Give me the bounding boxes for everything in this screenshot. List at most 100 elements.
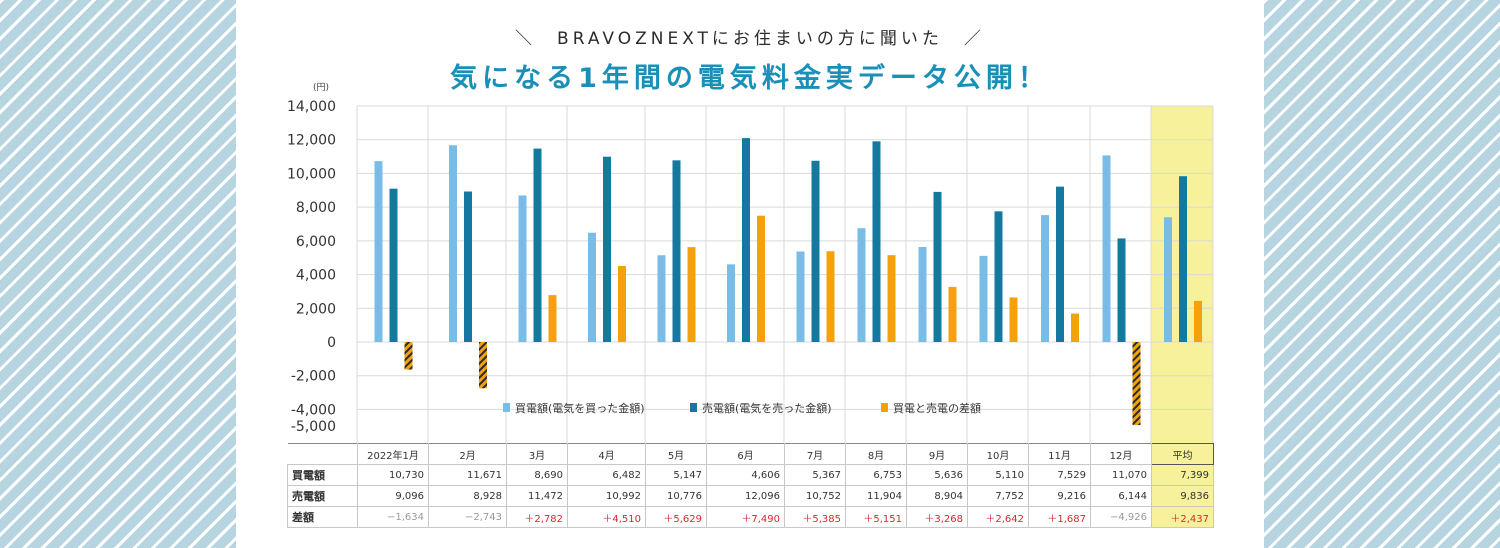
bar-buy xyxy=(1102,155,1111,342)
legend-label: 売電額(電気を売った金額) xyxy=(702,401,832,415)
striped-background-right xyxy=(1264,0,1500,548)
table-column-header: 2月 xyxy=(428,443,507,465)
table-column-header: 2022年1月 xyxy=(357,443,429,465)
table-cell: 10,776 xyxy=(645,485,707,507)
table-cell: 6,482 xyxy=(567,464,646,486)
table-column-header: 3月 xyxy=(506,443,568,465)
table-cell: 6,144 xyxy=(1090,485,1152,507)
bar-buy xyxy=(727,264,735,342)
y-tick-label: 12,000 xyxy=(287,133,336,149)
table-column-header: 7月 xyxy=(784,443,846,465)
y-tick-label: -4,000 xyxy=(291,402,336,418)
y-tick-label: 14,000 xyxy=(287,99,336,115)
table-cell: ＋1,687 xyxy=(1028,506,1091,528)
table-cell: 7,399 xyxy=(1151,464,1214,486)
bar-buy xyxy=(918,246,927,342)
bar-sell xyxy=(872,141,881,342)
y-axis-unit: (円) xyxy=(313,83,330,93)
bar-diff xyxy=(757,215,765,342)
table-row-label: 買電額 xyxy=(287,464,358,486)
table-cell: 7,529 xyxy=(1028,464,1091,486)
table-cell: 12,096 xyxy=(706,485,785,507)
legend-swatch xyxy=(690,403,697,412)
y-tick-label: -5,000 xyxy=(291,419,336,435)
table-cell: 9,096 xyxy=(357,485,429,507)
y-tick-label: 8,000 xyxy=(296,200,336,216)
bar-sell xyxy=(1056,186,1064,342)
legend-swatch xyxy=(881,403,888,412)
y-tick-label: 2,000 xyxy=(296,301,336,317)
y-tick-label: 0 xyxy=(327,335,336,351)
table-cell: 5,110 xyxy=(967,464,1029,486)
bar-buy xyxy=(979,255,988,342)
table-cell: ＋2,782 xyxy=(506,506,568,528)
y-tick-label: 6,000 xyxy=(296,234,336,250)
subtitle: ＼ BRAVOZNEXTにお住まいの方に聞いた ／ xyxy=(515,29,985,49)
table-column-header: 8月 xyxy=(845,443,907,465)
table-cell: 4,606 xyxy=(706,464,785,486)
table-cell: 5,147 xyxy=(645,464,707,486)
table-cell: ＋2,642 xyxy=(967,506,1029,528)
table-cell: 6,753 xyxy=(845,464,907,486)
table-cell: ＋5,385 xyxy=(784,506,846,528)
bar-diff xyxy=(1194,300,1202,342)
bar-diff xyxy=(826,251,835,342)
table-cell: ＋7,490 xyxy=(706,506,785,528)
table-cell: 9,836 xyxy=(1151,485,1214,507)
bar-sell xyxy=(994,211,1003,342)
table-cell: 11,070 xyxy=(1090,464,1152,486)
bar-diff xyxy=(548,295,557,342)
bar-sell xyxy=(1179,176,1187,342)
bar-sell xyxy=(672,160,681,342)
table-column-header: 12月 xyxy=(1090,443,1152,465)
bar-buy xyxy=(1164,217,1172,342)
table-corner xyxy=(287,443,358,465)
table-column-header: 5月 xyxy=(645,443,707,465)
striped-background-left xyxy=(0,0,236,548)
bar-diff xyxy=(948,286,957,342)
bar-sell xyxy=(533,148,542,342)
bar-buy xyxy=(449,145,457,342)
bar-diff xyxy=(618,265,626,342)
bar-diff xyxy=(887,255,896,342)
table-cell: 8,928 xyxy=(428,485,507,507)
bar-diff xyxy=(1071,313,1079,342)
table-cell: 5,367 xyxy=(784,464,846,486)
bar-buy xyxy=(657,255,666,342)
table-row-label: 売電額 xyxy=(287,485,358,507)
table-column-header: 6月 xyxy=(706,443,785,465)
bar-buy xyxy=(588,232,596,342)
table-cell: 10,992 xyxy=(567,485,646,507)
table-cell: ＋5,629 xyxy=(645,506,707,528)
table-row: 買電額 10,730 11,671 8,690 6,482 5,147 4,606 5,367… xyxy=(287,464,1214,486)
bar-buy xyxy=(796,251,805,342)
table-column-header: 11月 xyxy=(1028,443,1091,465)
legend-swatch xyxy=(503,403,510,412)
table-cell: −2,743 xyxy=(428,506,507,528)
bar-sell xyxy=(1117,238,1126,342)
table-cell: 5,636 xyxy=(906,464,968,486)
bar-sell xyxy=(933,191,942,342)
bar-sell xyxy=(811,160,820,342)
table-cell: 11,671 xyxy=(428,464,507,486)
table-cell: 8,904 xyxy=(906,485,968,507)
bar-diff xyxy=(1132,342,1141,426)
table-cell: 11,472 xyxy=(506,485,568,507)
bar-diff xyxy=(479,342,487,389)
legend-label: 買電と売電の差額 xyxy=(893,401,981,415)
bar-buy xyxy=(1041,215,1049,342)
page-title: 気になる1年間の電気料金実データ公開！ xyxy=(450,63,1050,94)
table-cell: ＋4,510 xyxy=(567,506,646,528)
table-row: 差額 −1,634 −2,743 ＋2,782 ＋4,510 ＋5,629 ＋7,490 ＋5… xyxy=(287,506,1214,528)
table-column-header: 10月 xyxy=(967,443,1029,465)
table-cell: ＋5,151 xyxy=(845,506,907,528)
table-cell: ＋3,268 xyxy=(906,506,968,528)
table-cell: 11,904 xyxy=(845,485,907,507)
bar-sell xyxy=(464,191,472,342)
bar-buy xyxy=(518,195,527,342)
y-tick-label: -2,000 xyxy=(291,369,336,385)
table-column-header: 平均 xyxy=(1151,443,1214,465)
data-table: 2022年1月 2月 3月 4月 5月 6月 7月 8月 9月 10月 11月 12月 平均 買電額 10,… xyxy=(287,443,1214,528)
bar-buy xyxy=(374,161,383,342)
bar-sell xyxy=(603,156,611,342)
